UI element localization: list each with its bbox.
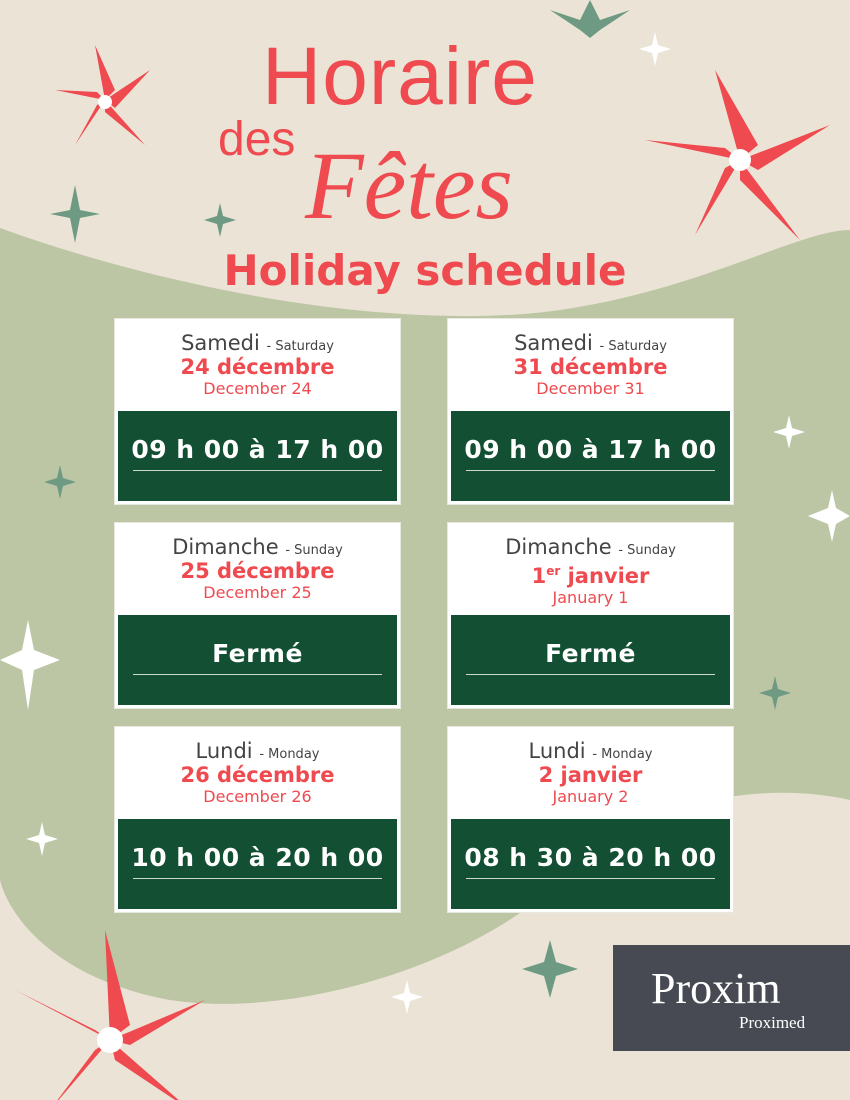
- date-fr: 25 décembre: [180, 559, 335, 583]
- hours: 09 h 00 à 17 h 00: [131, 435, 384, 464]
- hours: 10 h 00 à 20 h 00: [131, 843, 384, 872]
- hours-box: 09 h 00 à 17 h 00: [118, 411, 397, 501]
- day-en: - Sunday: [285, 543, 343, 558]
- day-label: Samedi - Saturday: [115, 331, 400, 355]
- day-fr: Dimanche: [505, 535, 612, 559]
- day-en: - Monday: [259, 747, 320, 762]
- day-fr: Dimanche: [172, 535, 279, 559]
- hours-box: 10 h 00 à 20 h 00: [118, 819, 397, 909]
- logo-brand: Proxim: [651, 964, 781, 1013]
- poinsettia-flowers: [15, 45, 830, 1100]
- day-en: - Saturday: [599, 339, 667, 354]
- schedule-card: Samedi - Saturday 24 décembre December 2…: [114, 318, 401, 505]
- date-en: January 1: [552, 588, 629, 607]
- day-fr: Lundi: [528, 739, 586, 763]
- hours: Fermé: [212, 639, 303, 668]
- date-en: January 2: [552, 787, 629, 806]
- title-des: des: [218, 113, 296, 166]
- day-en: - Saturday: [266, 339, 334, 354]
- hours: 08 h 30 à 20 h 00: [464, 843, 717, 872]
- hours-box: 09 h 00 à 17 h 00: [451, 411, 730, 501]
- date-fr: 26 décembre: [180, 763, 335, 787]
- star-decorations: [44, 0, 791, 998]
- day-fr: Samedi: [514, 331, 593, 355]
- hours: Fermé: [545, 639, 636, 668]
- title-fetes: Fêtes: [305, 132, 513, 239]
- subtitle-holiday-schedule: Holiday schedule: [223, 246, 627, 295]
- proxim-logo: Proxim Proximed: [613, 945, 850, 1051]
- date-fr: 24 décembre: [180, 355, 335, 379]
- date-en: December 31: [536, 379, 645, 398]
- schedule-card: Dimanche - Sunday 25 décembre December 2…: [114, 522, 401, 709]
- date-en: December 26: [203, 787, 312, 806]
- date-fr: 31 décembre: [513, 355, 668, 379]
- date-fr: 1er janvier: [531, 564, 650, 588]
- schedule-card: Lundi - Monday 2 janvier January 2 08 h …: [447, 726, 734, 913]
- date-en: December 24: [203, 379, 312, 398]
- date-en: December 25: [203, 583, 312, 602]
- schedule-card: Lundi - Monday 26 décembre December 26 1…: [114, 726, 401, 913]
- day-fr: Samedi: [181, 331, 260, 355]
- hours-box: Fermé: [118, 615, 397, 705]
- schedule-card: Samedi - Saturday 31 décembre December 3…: [447, 318, 734, 505]
- day-en: - Sunday: [618, 543, 676, 558]
- title-horaire: Horaire: [262, 31, 538, 122]
- logo-sub: Proximed: [739, 1013, 806, 1032]
- day-en: - Monday: [592, 747, 653, 762]
- hours-box: Fermé: [451, 615, 730, 705]
- day-fr: Lundi: [195, 739, 253, 763]
- hours: 09 h 00 à 17 h 00: [464, 435, 717, 464]
- schedule-card: Dimanche - Sunday 1er janvier January 1 …: [447, 522, 734, 709]
- date-fr: 2 janvier: [538, 763, 643, 787]
- hours-box: 08 h 30 à 20 h 00: [451, 819, 730, 909]
